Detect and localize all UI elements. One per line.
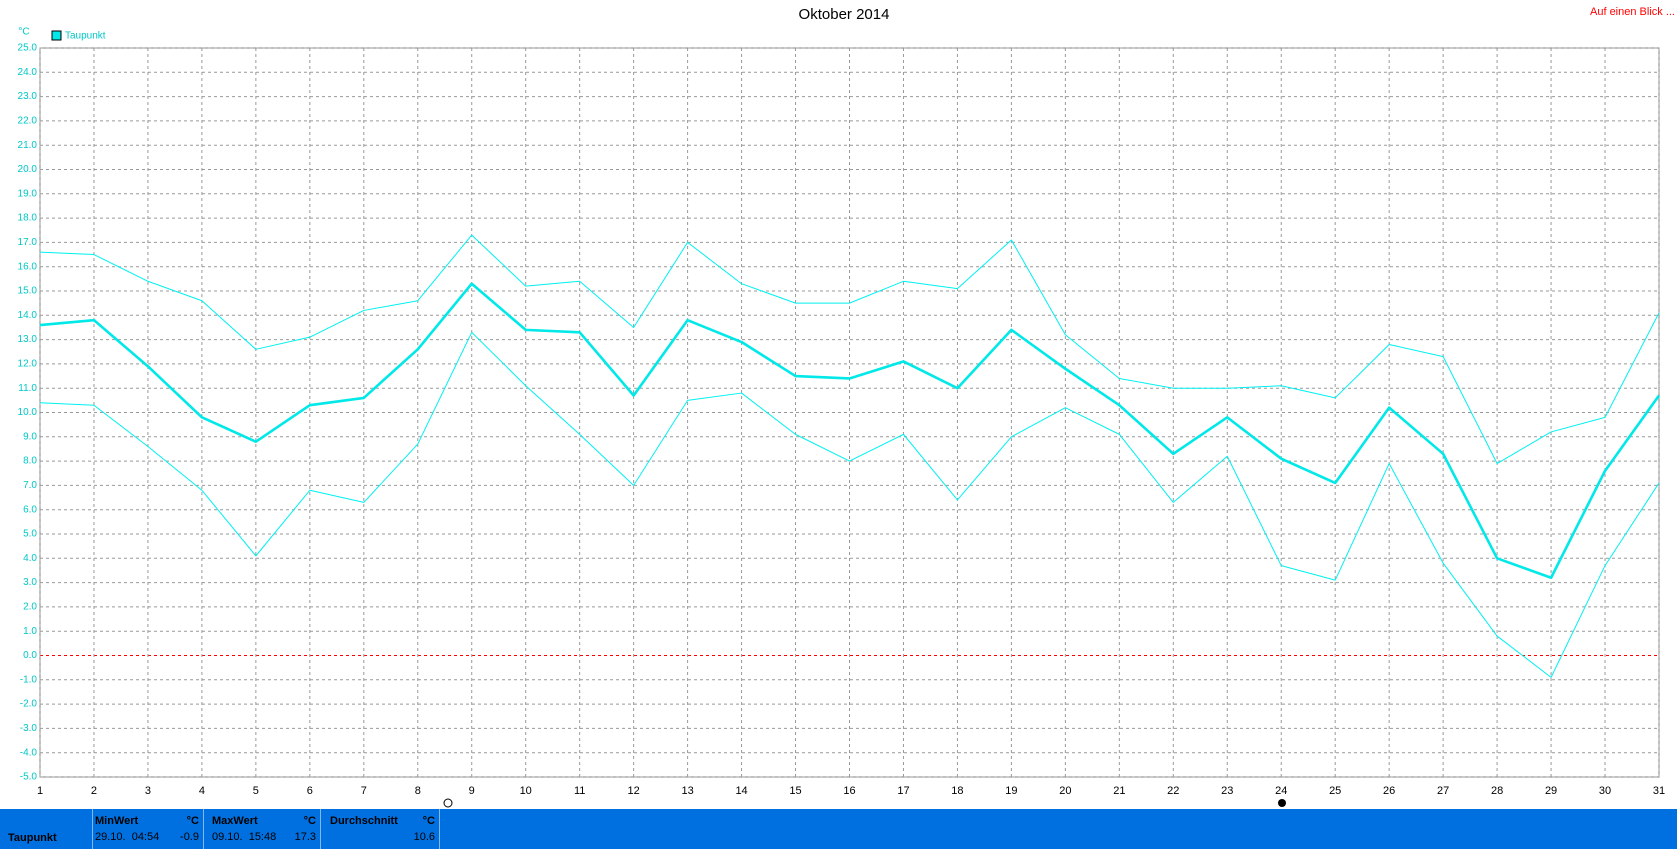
marker-icon xyxy=(1278,799,1286,807)
y-tick-label: 0.0 xyxy=(23,650,37,661)
y-tick-label: 17.0 xyxy=(18,237,38,248)
x-tick-label: 23 xyxy=(1221,785,1233,797)
x-tick-label: 4 xyxy=(199,785,205,797)
y-tick-label: 16.0 xyxy=(18,261,38,272)
cell-unit: °C xyxy=(303,815,316,827)
y-tick-label: 6.0 xyxy=(23,504,37,515)
summary-cell: MinWert °C 29.10. 04:54 -0.9 xyxy=(93,809,204,849)
x-tick-label: 11 xyxy=(574,785,585,797)
x-tick-label: 17 xyxy=(897,785,909,797)
summary-label-cell: Taupunkt xyxy=(0,809,93,849)
x-tick-label: 5 xyxy=(253,785,259,797)
y-tick-label: 14.0 xyxy=(18,310,38,321)
y-tick-label: -2.0 xyxy=(20,699,38,710)
cell-title: MaxWert xyxy=(212,815,258,827)
cell-time: 29.10. 04:54 xyxy=(95,831,160,843)
cell-value: 17.3 xyxy=(294,831,316,843)
y-unit: °C xyxy=(18,27,29,38)
series-line xyxy=(39,282,1661,580)
y-tick-label: 2.0 xyxy=(23,602,37,613)
x-tick-label: 1 xyxy=(37,785,43,797)
x-tick-label: 24 xyxy=(1275,785,1287,797)
cell-unit: °C xyxy=(186,815,199,827)
marker-icon xyxy=(443,798,453,808)
y-tick-label: 20.0 xyxy=(18,164,38,175)
summary-cell: Durchschnitt °C 10.6 xyxy=(321,809,440,849)
cell-time: 09.10. 15:48 xyxy=(212,831,277,843)
x-tick-label: 13 xyxy=(681,785,693,797)
y-tick-label: 25.0 xyxy=(18,43,38,54)
series-line xyxy=(39,234,1660,465)
x-tick-label: 18 xyxy=(951,785,963,797)
chart-title: Oktober 2014 xyxy=(799,6,890,23)
x-tick-label: 28 xyxy=(1491,785,1503,797)
y-tick-label: 22.0 xyxy=(18,116,38,127)
x-tick-label: 15 xyxy=(789,785,801,797)
x-tick-label: 6 xyxy=(307,785,313,797)
summary-label: Taupunkt xyxy=(8,832,57,844)
x-tick-label: 21 xyxy=(1113,785,1125,797)
y-tick-label: -4.0 xyxy=(20,747,38,758)
y-tick-label: 5.0 xyxy=(23,529,37,540)
x-tick-label: 27 xyxy=(1437,785,1449,797)
y-tick-label: 3.0 xyxy=(23,577,37,588)
x-tick-label: 9 xyxy=(469,785,475,797)
y-tick-label: 9.0 xyxy=(23,431,37,442)
y-tick-label: 23.0 xyxy=(18,91,38,102)
y-tick-label: 7.0 xyxy=(23,480,37,491)
summary-bar: Taupunkt MinWert °C 29.10. 04:54 -0.9 Ma… xyxy=(0,809,1677,849)
y-tick-label: 15.0 xyxy=(18,286,38,297)
y-tick-label: 10.0 xyxy=(18,407,38,418)
x-tick-label: 10 xyxy=(520,785,532,797)
y-tick-label: -5.0 xyxy=(20,772,38,783)
x-tick-label: 20 xyxy=(1059,785,1071,797)
y-tick-label: 13.0 xyxy=(18,334,38,345)
cell-title: Durchschnitt xyxy=(330,815,398,827)
x-tick-label: 2 xyxy=(91,785,97,797)
y-tick-label: 24.0 xyxy=(18,67,38,78)
chart: Oktober 2014 Auf einen Blick ... °C -5.0… xyxy=(18,6,1675,808)
y-tick-label: 1.0 xyxy=(23,626,37,637)
x-tick-label: 29 xyxy=(1545,785,1557,797)
x-tick-label: 14 xyxy=(735,785,747,797)
y-tick-label: 19.0 xyxy=(18,188,38,199)
y-tick-label: 4.0 xyxy=(23,553,37,564)
x-tick-label: 16 xyxy=(843,785,855,797)
x-tick-label: 31 xyxy=(1653,785,1665,797)
cell-title: MinWert xyxy=(95,815,139,827)
y-tick-label: 8.0 xyxy=(23,456,37,467)
y-tick-label: 12.0 xyxy=(18,359,38,370)
y-tick-label: -3.0 xyxy=(20,723,38,734)
y-tick-label: 11.0 xyxy=(18,383,37,394)
x-tick-label: 30 xyxy=(1599,785,1611,797)
cell-value: -0.9 xyxy=(180,831,199,843)
y-tick-label: 21.0 xyxy=(18,140,38,151)
x-tick-label: 12 xyxy=(628,785,640,797)
summary-cell: MaxWert °C 09.10. 15:48 17.3 xyxy=(204,809,321,849)
y-tick-label: 18.0 xyxy=(18,213,38,224)
x-tick-label: 22 xyxy=(1167,785,1179,797)
x-tick-label: 8 xyxy=(415,785,421,797)
series-line xyxy=(39,331,1660,678)
x-tick-label: 19 xyxy=(1005,785,1017,797)
x-tick-label: 3 xyxy=(145,785,151,797)
y-tick-label: -1.0 xyxy=(20,674,38,685)
x-tick-label: 25 xyxy=(1329,785,1341,797)
x-tick-label: 26 xyxy=(1383,785,1395,797)
cell-value: 10.6 xyxy=(413,831,435,843)
x-tick-label: 7 xyxy=(361,785,367,797)
cell-unit: °C xyxy=(422,815,435,827)
legend-label: Taupunkt xyxy=(65,31,106,42)
overview-link[interactable]: Auf einen Blick ... xyxy=(1590,6,1675,18)
legend-swatch xyxy=(51,30,62,41)
